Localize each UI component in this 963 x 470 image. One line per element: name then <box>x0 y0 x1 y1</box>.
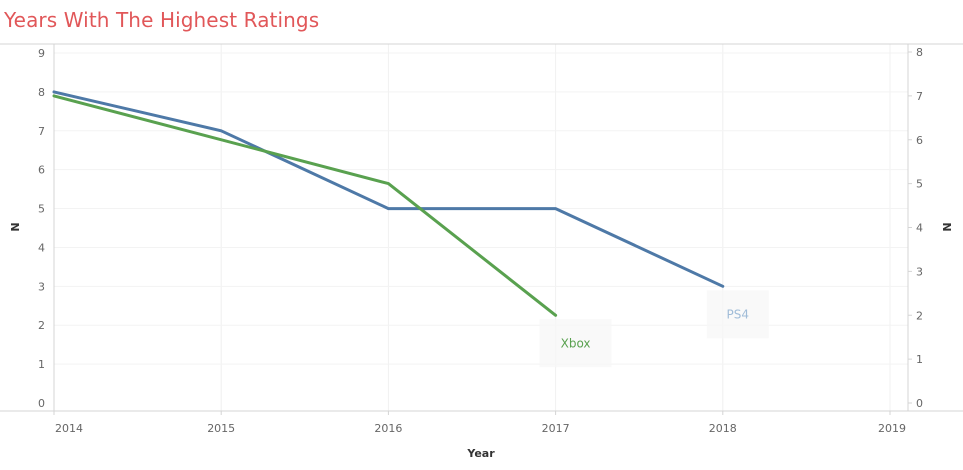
series-label-box <box>706 290 769 339</box>
y-left-tick-label: 0 <box>38 397 45 410</box>
x-tick-label: 2015 <box>207 422 235 435</box>
series-end-label: PS4 <box>727 307 750 321</box>
y-right-tick-label: 5 <box>916 178 923 191</box>
y-left-tick-label: 8 <box>38 86 45 99</box>
series-line-ps4 <box>52 90 725 288</box>
y-left-tick-label: 7 <box>38 125 45 138</box>
axis-layer: 2014 2015 2016 2017 2018 2019 0 1 2 3 4 5 6 7 8 9 0 1 2 3 4 5… <box>0 43 963 460</box>
series-layer <box>52 90 725 317</box>
y-left-tick-label: 1 <box>38 358 45 371</box>
x-tick-label: 2016 <box>374 422 402 435</box>
y-left-tick-label: 4 <box>38 241 45 254</box>
y-right-tick-label: 8 <box>916 46 923 59</box>
series-line-xbox <box>52 94 558 317</box>
y-axis-right-title: N <box>940 222 953 231</box>
series-end-label: Xbox <box>561 336 591 350</box>
x-tick-label: 2018 <box>709 422 737 435</box>
y-left-tick-label: 2 <box>38 319 45 332</box>
y-right-tick-label: 7 <box>916 90 923 103</box>
y-left-tick-label: 5 <box>38 203 45 216</box>
y-axis-left-title: N <box>9 222 22 231</box>
y-left-tick-label: 3 <box>38 280 45 293</box>
grid-layer <box>54 44 908 411</box>
x-tick-label: 2017 <box>542 422 570 435</box>
y-right-tick-label: 3 <box>916 265 923 278</box>
y-right-tick-label: 6 <box>916 134 923 147</box>
y-left-tick-label: 9 <box>38 47 45 60</box>
x-tick-label: 2014 <box>55 422 83 435</box>
chart-title: Years With The Highest Ratings <box>4 8 320 32</box>
x-axis-title: Year <box>466 447 495 460</box>
y-right-tick-label: 0 <box>916 397 923 410</box>
y-right-tick-label: 4 <box>916 222 923 235</box>
series-label-box <box>539 319 612 368</box>
label-layer: PS4 Xbox <box>539 290 769 368</box>
y-left-tick-label: 6 <box>38 164 45 177</box>
y-right-tick-label: 1 <box>916 353 923 366</box>
y-right-tick-label: 2 <box>916 309 923 322</box>
x-tick-label: 2019 <box>878 422 906 435</box>
